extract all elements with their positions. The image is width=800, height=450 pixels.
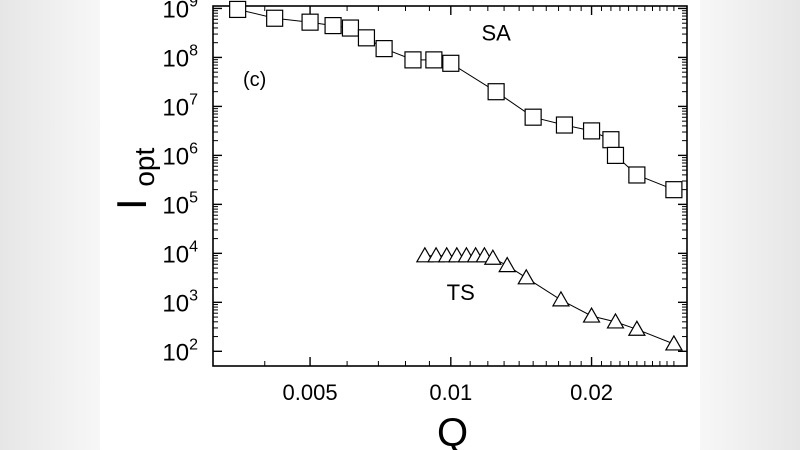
- ts-marker: [498, 256, 517, 273]
- sa-marker: [301, 13, 319, 31]
- right-margin: [700, 0, 800, 450]
- ts-marker: [664, 334, 683, 351]
- ts-marker: [606, 312, 625, 329]
- series-markers: [229, 0, 683, 351]
- panel-label: (c): [243, 69, 266, 91]
- ts-marker: [551, 290, 570, 307]
- y-tick-label: 104: [162, 238, 198, 268]
- y-tick-base: 10: [162, 241, 189, 268]
- y-tick-label: 106: [162, 140, 198, 170]
- ts-marker: [483, 249, 502, 265]
- y-tick-exponent: 4: [189, 238, 198, 255]
- y-tick-label: 107: [162, 91, 198, 121]
- x-axis-label: Q: [437, 411, 468, 450]
- x-tick-label: 0.01: [429, 380, 472, 405]
- y-tick-base: 10: [162, 339, 189, 366]
- ts-series-label: TS: [447, 280, 475, 305]
- svg-text:I opt: I opt: [108, 148, 160, 210]
- y-axis-label-main: I: [108, 198, 155, 210]
- y-tick-exponent: 6: [189, 140, 198, 157]
- ts-marker: [627, 320, 646, 336]
- y-tick-base: 10: [162, 45, 189, 72]
- y-tick-label: 108: [162, 42, 198, 72]
- y-tick-base: 10: [162, 143, 189, 170]
- sa-marker: [582, 122, 601, 140]
- sa-marker: [404, 51, 422, 69]
- sa-marker: [266, 9, 284, 27]
- ts-marker: [415, 246, 434, 263]
- ts-marker: [582, 306, 601, 323]
- sa-marker: [487, 83, 505, 101]
- y-tick-label: 105: [162, 189, 198, 219]
- sa-marker: [602, 131, 620, 149]
- left-margin: [0, 0, 100, 450]
- sa-marker: [606, 146, 625, 164]
- y-axis-label: I opt: [108, 148, 160, 210]
- sa-marker: [324, 16, 342, 35]
- sa-marker: [628, 166, 646, 184]
- y-tick-base: 10: [162, 290, 189, 317]
- y-tick-base: 10: [162, 94, 189, 121]
- series-labels: SA TS: [447, 20, 511, 305]
- y-tick-label: 109: [162, 0, 198, 23]
- x-tick-label: 0.005: [283, 380, 338, 405]
- sa-marker: [229, 0, 247, 19]
- y-tick-exponent: 2: [189, 336, 198, 353]
- y-tick-exponent: 3: [189, 287, 198, 304]
- sa-marker: [442, 54, 460, 72]
- sa-marker: [555, 116, 574, 134]
- sa-series-label: SA: [481, 20, 511, 45]
- x-tick-label: 0.02: [570, 380, 613, 405]
- y-tick-label: 102: [162, 336, 198, 366]
- y-tick-exponent: 7: [189, 91, 198, 108]
- ts-marker: [517, 268, 536, 285]
- sa-marker: [375, 40, 393, 58]
- y-tick-base: 10: [162, 192, 189, 219]
- sa-marker: [425, 51, 443, 69]
- sa-marker: [341, 19, 360, 37]
- sa-marker: [524, 108, 542, 126]
- plot-frame: [212, 5, 688, 367]
- y-tick-exponent: 8: [189, 42, 198, 59]
- y-tick-exponent: 5: [189, 189, 198, 206]
- y-tick-exponent: 9: [189, 0, 198, 10]
- sa-marker: [357, 29, 376, 47]
- y-tick-base: 10: [162, 0, 189, 23]
- y-axis-label-sub: opt: [129, 148, 160, 187]
- sa-marker: [665, 181, 683, 199]
- y-tick-label: 103: [162, 287, 198, 317]
